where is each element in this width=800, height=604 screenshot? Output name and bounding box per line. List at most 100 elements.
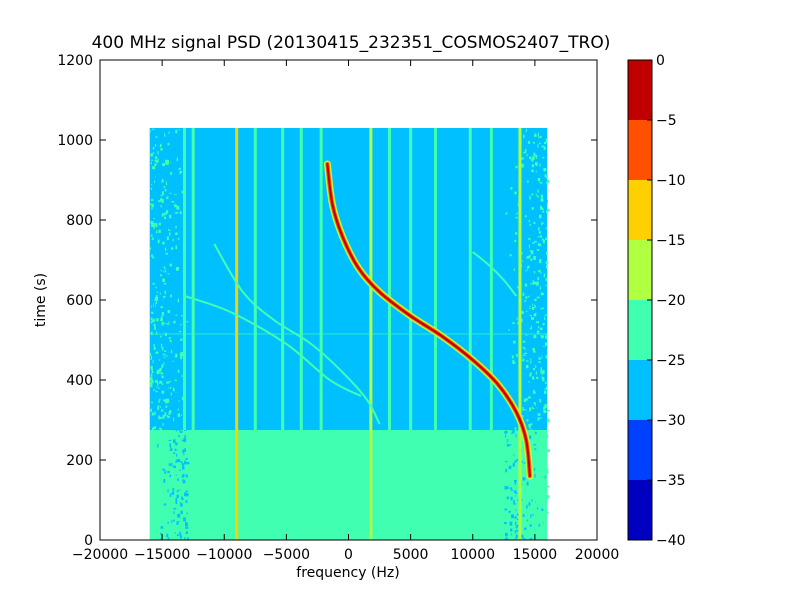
vertical-line-5 [299,128,303,430]
noise-cell [157,455,160,458]
noise-cell [150,317,153,320]
noise-cell [169,263,173,267]
noise-cell [174,203,176,207]
noise-cell [172,431,176,436]
noise-cell [180,301,183,306]
noise-cell [542,448,545,450]
lower-time-band [149,430,548,540]
noise-cell [544,489,548,491]
noise-cell [178,348,180,352]
noise-cell [158,415,160,420]
noise-cell [160,270,163,272]
noise-cell [181,410,183,414]
noise-cell [521,261,524,263]
noise-cell [153,223,156,226]
noise-cell [510,489,513,492]
noise-cell [537,417,540,421]
noise-cell [528,223,532,226]
noise-cell [533,350,536,353]
noise-cell [532,173,536,178]
noise-cell [176,494,179,499]
colorbar-tick-label: −10 [656,173,686,189]
noise-cell [160,532,162,537]
noise-cell [183,517,186,520]
noise-cell [155,390,158,393]
noise-cell [168,441,170,444]
noise-cell [160,148,163,151]
noise-cell [538,270,541,273]
noise-cell [181,190,184,194]
noise-cell [175,255,178,259]
noise-cell [176,128,180,132]
noise-cell [172,362,175,365]
noise-cell [153,466,157,469]
noise-cell [515,400,518,403]
noise-cell [175,460,177,463]
noise-cell [516,186,520,190]
noise-cell [185,500,188,503]
noise-cell [184,486,187,488]
noise-cell [158,454,161,458]
noise-cell [505,486,508,489]
noise-cell [511,275,514,277]
noise-cell [162,383,164,386]
noise-cell [508,136,510,140]
noise-cell [505,538,509,540]
noise-cell [164,264,168,267]
noise-cell [507,364,509,369]
x-tick-label: −10000 [196,547,252,563]
noise-cell [522,157,525,159]
noise-cell [180,503,183,507]
noise-cell [168,463,172,466]
noise-cell [183,438,187,442]
noise-cell [158,200,161,203]
noise-cell [508,178,511,183]
noise-cell [532,141,536,144]
noise-cell [544,430,547,434]
noise-cell [182,479,185,484]
noise-cell [170,460,173,464]
noise-cell [178,138,181,142]
noise-cell [174,217,178,222]
noise-cell [184,522,188,527]
noise-cell [169,397,172,401]
noise-cell [516,193,519,198]
noise-cell [532,484,535,488]
noise-cell [173,507,177,510]
noise-cell [537,432,540,435]
noise-cell [178,249,181,254]
noise-cell [156,362,159,365]
noise-cell [163,452,167,454]
noise-cell [164,376,167,380]
noise-cell [529,306,532,308]
noise-cell [511,174,513,177]
noise-cell [171,200,175,203]
noise-cell [174,194,177,196]
noise-cell [522,217,526,222]
noise-cell [149,130,152,133]
noise-cell [162,295,166,298]
noise-cell [170,247,174,250]
noise-cell [507,306,509,309]
noise-cell [505,212,508,215]
noise-cell [546,485,550,488]
noise-cell [543,405,547,409]
noise-cell [177,164,180,168]
noise-cell [177,439,181,441]
noise-cell [506,443,510,447]
noise-cell [160,456,162,460]
noise-cell [539,467,542,471]
noise-cell [173,384,176,389]
noise-cell [158,427,161,430]
noise-cell [179,383,182,385]
noise-cell [151,128,155,130]
noise-cell [167,459,170,463]
noise-cell [506,441,508,443]
noise-cell [528,219,531,223]
vertical-line-0 [182,128,186,430]
noise-cell [516,351,518,353]
noise-cell [162,269,166,272]
noise-cell [154,303,156,308]
noise-cell [507,414,509,417]
noise-cell [510,528,513,532]
